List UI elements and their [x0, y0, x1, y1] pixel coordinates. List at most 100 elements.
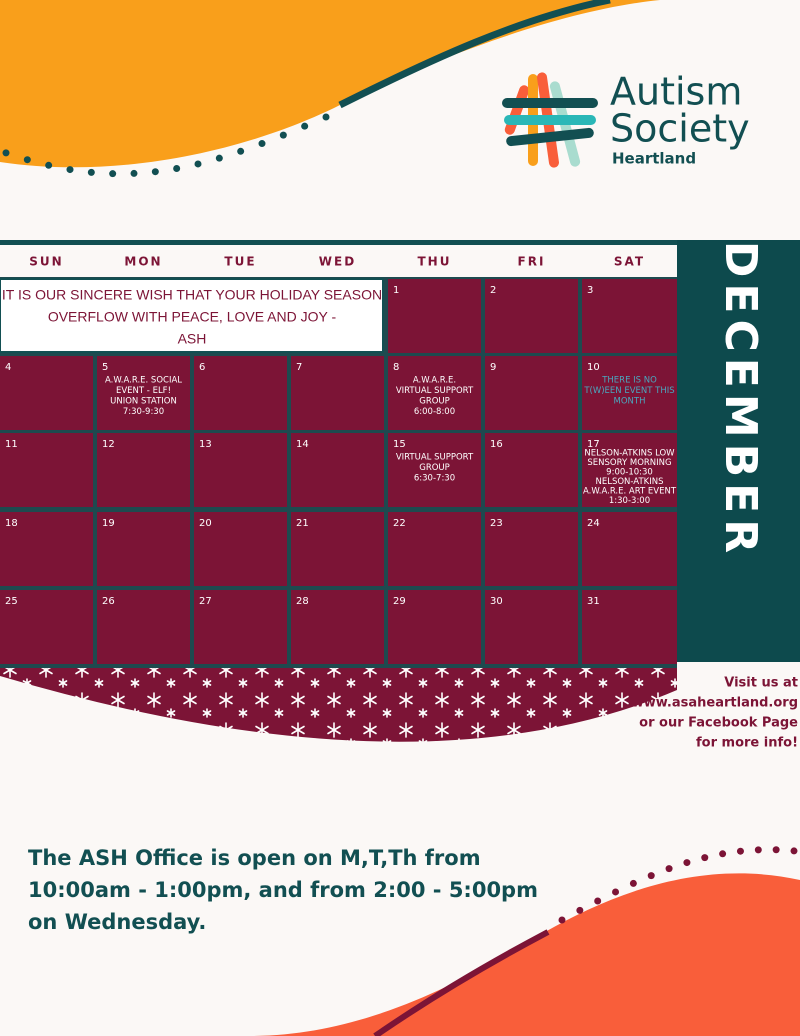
day-number: 19: [102, 518, 115, 529]
day-cell: [388, 356, 481, 430]
day-number: 17: [587, 439, 600, 450]
day-number: 8: [393, 362, 399, 373]
dot: [66, 166, 74, 174]
day-number: 23: [490, 518, 503, 529]
day-cell: [0, 590, 93, 664]
dot: [736, 847, 744, 855]
dot: [173, 165, 181, 173]
day-cell: [388, 512, 481, 586]
dot: [576, 906, 584, 914]
day-number: 13: [199, 439, 212, 450]
top-line: [338, 0, 611, 109]
visit-text: Visit us at: [724, 676, 798, 691]
day-number: 29: [393, 596, 406, 607]
day-cell: [582, 356, 677, 430]
day-cell: [291, 433, 384, 507]
dot: [23, 156, 31, 164]
day-number: 12: [102, 439, 115, 450]
day-cell: [194, 512, 287, 586]
dot: [683, 859, 691, 867]
day-cell: [194, 433, 287, 507]
dot: [701, 854, 709, 862]
day-number: 24: [587, 518, 600, 529]
dot: [558, 916, 566, 924]
event-text: VIRTUAL SUPPORT: [396, 453, 474, 463]
office-hours: 10:00am - 1:00pm, and from 2:00 - 5:00pm: [28, 878, 538, 902]
day-cell: [97, 356, 190, 430]
event-text: GROUP: [419, 397, 450, 407]
dot: [772, 846, 780, 854]
office-hours: The ASH Office is open on M,T,Th from: [28, 846, 481, 870]
day-cell: [582, 279, 677, 353]
day-cell: [291, 512, 384, 586]
logo-text: Society: [610, 107, 750, 151]
dot: [719, 850, 727, 858]
day-number: 31: [587, 596, 600, 607]
dot: [322, 113, 330, 121]
event-text: 7:30-9:30: [123, 407, 164, 417]
day-cell: [97, 512, 190, 586]
event-text: A.W.A.R.E. SOCIAL: [105, 376, 182, 386]
weekday: FRI: [518, 255, 546, 269]
day-number: 2: [490, 285, 496, 296]
weekday: THU: [418, 255, 452, 269]
event-text: 6:30-7:30: [414, 474, 455, 484]
day-number: 5: [102, 362, 108, 373]
logo-text: Autism: [610, 70, 742, 114]
day-number: 28: [296, 596, 309, 607]
dot: [87, 168, 95, 176]
day-number: 9: [490, 362, 496, 373]
event-text: 6:00-8:00: [414, 407, 455, 417]
day-cell: [97, 590, 190, 664]
day-cell: [0, 512, 93, 586]
day-number: 20: [199, 518, 212, 529]
day-number: 21: [296, 518, 309, 529]
event-text: A.W.A.R.E.: [413, 376, 456, 386]
day-cell: [0, 433, 93, 507]
visit-text: for more info!: [696, 736, 798, 751]
day-cell: [582, 433, 677, 507]
dot: [647, 872, 655, 880]
dot: [194, 160, 202, 168]
day-number: 10: [587, 362, 600, 373]
day-number: 11: [5, 439, 18, 450]
event-text: EVENT - ELF!: [116, 386, 171, 396]
bottom-line: [373, 929, 550, 1036]
day-number: 6: [199, 362, 205, 373]
day-cell: [485, 356, 578, 430]
calendar-top-rule: [0, 240, 800, 245]
banner-text: IT IS OUR SINCERE WISH THAT YOUR HOLIDAY…: [2, 287, 382, 303]
weekday: TUE: [224, 255, 256, 269]
day-number: 14: [296, 439, 309, 450]
day-number: 15: [393, 439, 406, 450]
snowflake-strip: [0, 668, 677, 742]
day-cell: [388, 590, 481, 664]
event-text: A.W.A.R.E. ART EVENT: [583, 487, 677, 497]
event-text: SENSORY MORNING: [587, 458, 671, 468]
event-text: UNION STATION: [110, 397, 177, 407]
day-cell: [485, 590, 578, 664]
dot: [790, 847, 798, 855]
day-cell: [582, 590, 677, 664]
dot: [130, 169, 138, 177]
dot: [754, 846, 762, 854]
office-hours: on Wednesday.: [28, 910, 206, 934]
day-number: 27: [199, 596, 212, 607]
day-number: 1: [393, 285, 399, 296]
day-cell: [582, 512, 677, 586]
day-cell: [485, 279, 578, 353]
day-cell: [194, 356, 287, 430]
dot: [594, 897, 602, 905]
day-number: 22: [393, 518, 406, 529]
weekday: SUN: [29, 255, 63, 269]
weekday: SAT: [614, 255, 645, 269]
day-cell: [485, 512, 578, 586]
dot: [612, 888, 620, 896]
dot: [279, 131, 287, 139]
month-band: [677, 240, 800, 662]
dot: [665, 865, 673, 873]
day-cell: [194, 590, 287, 664]
dot: [237, 147, 245, 155]
